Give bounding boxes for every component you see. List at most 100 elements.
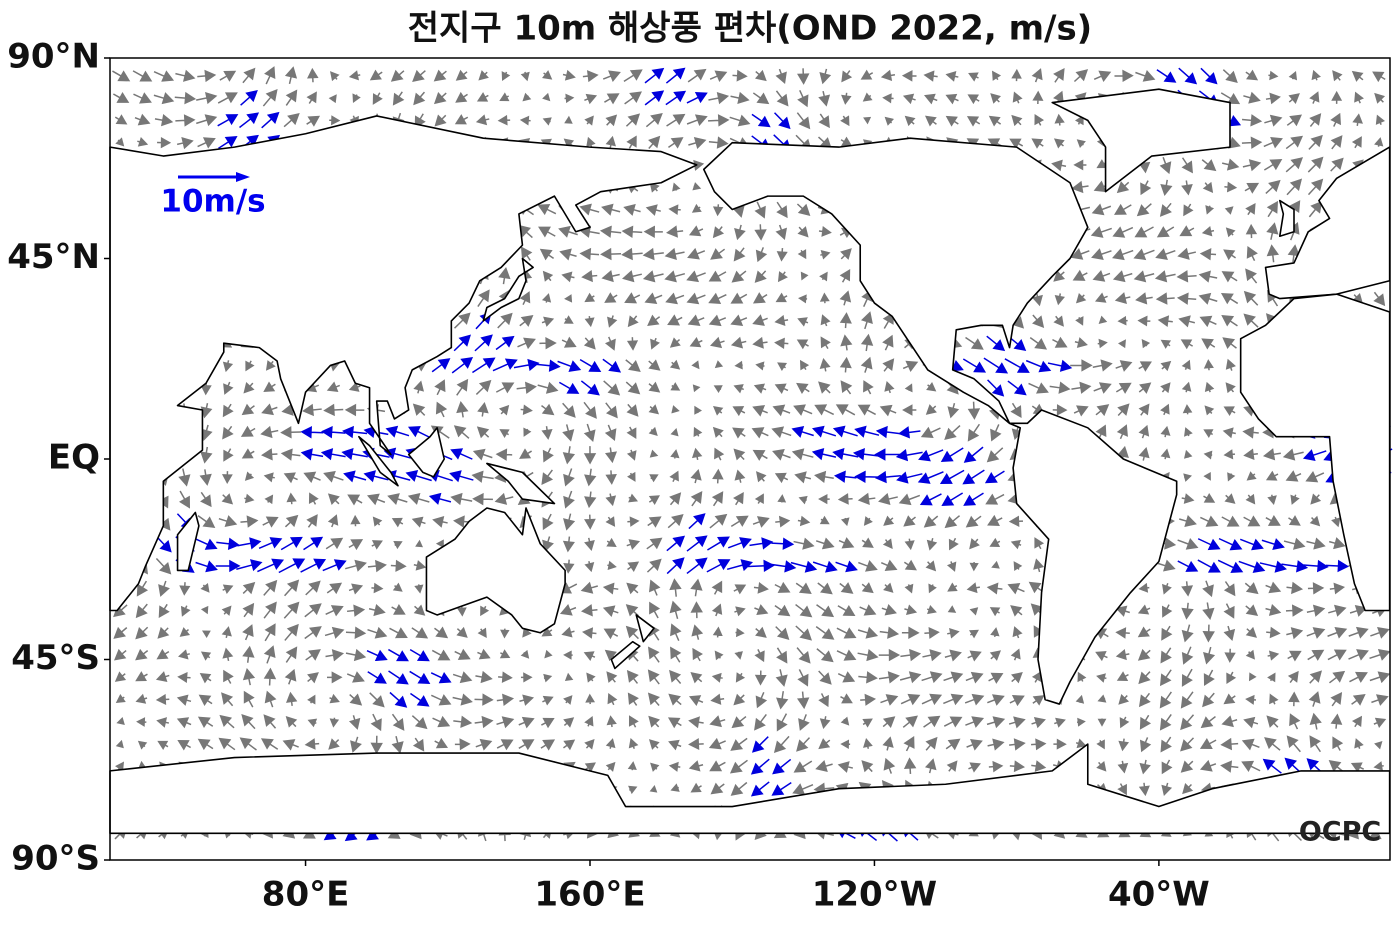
wind-arrow (878, 648, 901, 662)
wind-arrow (563, 559, 575, 574)
wind-arrow (1199, 738, 1217, 749)
wind-arrow (771, 537, 795, 550)
wind-arrow (627, 315, 639, 328)
wind-arrow (712, 626, 723, 638)
wind-arrow (477, 648, 491, 660)
wind-arrow (197, 515, 216, 529)
wind-arrow (860, 333, 874, 352)
wind-arrow (925, 404, 937, 415)
wind-arrow (222, 360, 234, 373)
wind-arrow (433, 91, 447, 105)
wind-arrow (300, 558, 327, 573)
wind-arrow (263, 645, 276, 664)
wind-arrow (1112, 270, 1133, 283)
wind-arrow (966, 739, 983, 751)
wind-arrow (1246, 471, 1257, 481)
wind-arrow (345, 626, 367, 639)
wind-arrow (902, 715, 918, 728)
wind-arrow (562, 69, 576, 81)
wind-arrow (371, 540, 383, 550)
wind-arrow (264, 494, 274, 505)
wind-arrow (1223, 581, 1236, 597)
wind-arrow (1309, 712, 1322, 730)
wind-arrow (579, 358, 602, 373)
wind-arrow (769, 560, 797, 573)
wind-arrow (625, 604, 639, 617)
wind-arrow (708, 314, 727, 327)
wind-arrow (714, 360, 724, 369)
wind-arrow (244, 493, 255, 504)
wind-arrow (115, 693, 126, 703)
wind-arrow (1138, 782, 1150, 797)
wind-arrow (323, 403, 344, 417)
wind-arrow (863, 738, 873, 749)
wind-arrow (561, 626, 575, 638)
wind-arrow (755, 247, 768, 263)
wind-arrow (1245, 649, 1255, 660)
wind-arrow (341, 447, 368, 461)
wind-arrow (538, 226, 556, 238)
wind-arrow (668, 693, 682, 706)
wind-arrow (711, 603, 723, 617)
wind-arrow (219, 70, 237, 82)
wind-arrow (1331, 516, 1341, 528)
wind-arrow (904, 383, 913, 393)
wind-arrow (691, 203, 702, 213)
wind-arrow (965, 515, 982, 528)
wind-arrow (435, 539, 444, 549)
wind-arrow (668, 739, 682, 751)
wind-arrow (882, 358, 895, 372)
wind-arrow (413, 604, 426, 616)
wind-arrow (242, 667, 256, 686)
wind-arrow (840, 115, 850, 127)
wind-arrow (943, 671, 964, 684)
wind-arrow (669, 470, 679, 483)
wind-arrow (879, 626, 900, 639)
wind-arrow (242, 624, 254, 641)
wind-arrow (945, 93, 959, 105)
wind-arrow (690, 578, 703, 597)
wind-arrow (940, 447, 964, 462)
wind-arrow (158, 603, 170, 619)
wind-arrow (771, 426, 792, 439)
wind-arrow (623, 69, 643, 83)
wind-arrow (264, 66, 276, 85)
wind-arrow (494, 492, 514, 505)
wind-arrow (669, 492, 682, 506)
wind-arrow (1242, 159, 1262, 172)
wind-arrow (1157, 315, 1173, 328)
wind-arrow (410, 692, 430, 707)
wind-arrow (947, 627, 960, 639)
wind-arrow (862, 718, 873, 728)
wind-arrow (303, 471, 321, 484)
wind-arrow (180, 605, 191, 617)
wind-arrow (882, 736, 894, 751)
wind-arrow (819, 357, 831, 372)
wind-arrow (579, 247, 600, 261)
wind-arrow (542, 695, 554, 706)
wind-arrow (901, 626, 920, 639)
wind-arrow (648, 135, 661, 149)
wind-arrow (1375, 114, 1386, 125)
wind-arrow (819, 68, 832, 85)
wind-arrow (1220, 737, 1239, 751)
wind-arrow (1031, 716, 1046, 729)
wind-arrow (1177, 560, 1199, 572)
wind-arrow (1010, 402, 1022, 419)
wind-arrow (1031, 138, 1044, 149)
wind-arrow (1009, 138, 1024, 150)
wind-arrow (692, 182, 702, 191)
wind-arrow (837, 493, 853, 505)
wind-arrow (1286, 735, 1301, 753)
wind-arrow (796, 339, 809, 350)
reference-label: 10m/s (160, 184, 265, 220)
wind-arrow (563, 468, 575, 487)
wind-arrow (797, 68, 810, 85)
wind-arrow (777, 494, 787, 503)
wind-arrow (1238, 560, 1266, 573)
wind-arrow (1135, 69, 1156, 82)
wind-arrow (1090, 226, 1112, 238)
wind-arrow (345, 559, 367, 572)
wind-arrow (261, 111, 280, 129)
wind-arrow (750, 781, 770, 797)
